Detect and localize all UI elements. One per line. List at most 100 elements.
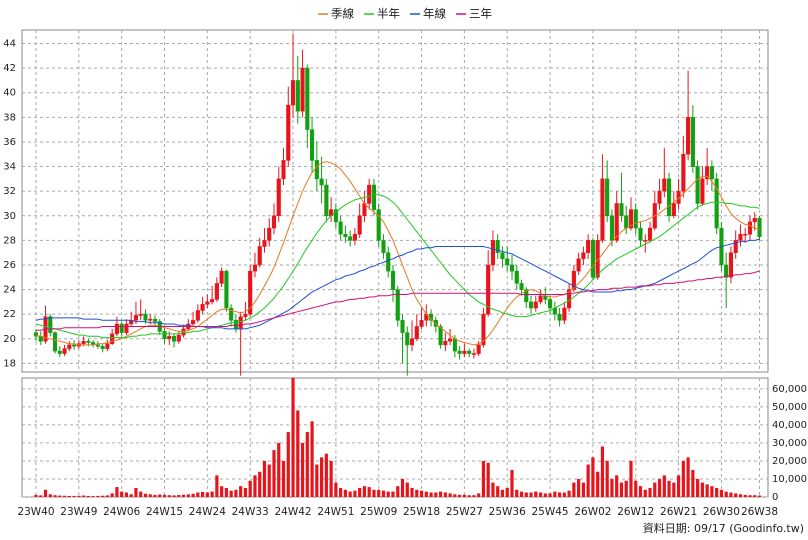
ma-line bbox=[35, 194, 760, 339]
candle-body bbox=[181, 328, 186, 336]
candle-body bbox=[467, 350, 472, 354]
footer: 資料日期: 09/17 (Goodinfo.tw) bbox=[643, 521, 804, 535]
candle-body bbox=[390, 270, 396, 290]
x-tick-label: 24W51 bbox=[317, 506, 354, 518]
candle-body bbox=[338, 221, 343, 235]
volume-bar bbox=[567, 490, 571, 497]
volume-bar bbox=[557, 492, 562, 497]
volume-bar bbox=[353, 490, 357, 497]
candle-body bbox=[643, 240, 648, 242]
x-tick-label: 24W42 bbox=[274, 506, 311, 518]
candle-body bbox=[262, 240, 267, 247]
volume-bar bbox=[538, 492, 543, 497]
volume-bar bbox=[610, 478, 614, 497]
candle-body bbox=[124, 323, 129, 333]
volume-bar bbox=[124, 492, 129, 497]
volume-bar bbox=[410, 487, 414, 497]
volume-bar bbox=[629, 460, 633, 497]
volume-bar bbox=[443, 492, 447, 497]
candle-body bbox=[405, 332, 410, 346]
volume-bar bbox=[205, 492, 209, 497]
volume-bar bbox=[72, 495, 76, 497]
candle-body bbox=[681, 154, 686, 192]
volume-bar bbox=[491, 482, 495, 497]
y-tick-label: 26 bbox=[3, 260, 16, 271]
x-tick-label: 25W45 bbox=[532, 506, 569, 518]
volume-bar bbox=[643, 489, 647, 497]
candle-body bbox=[167, 336, 172, 340]
x-tick-label: 25W09 bbox=[360, 506, 397, 518]
candle-body bbox=[67, 344, 72, 349]
candle-body bbox=[514, 270, 519, 284]
candle-body bbox=[214, 283, 219, 300]
x-tick-label: 25W27 bbox=[446, 506, 483, 518]
candle-body bbox=[162, 331, 167, 340]
y2-tick-label: 10,000 bbox=[772, 474, 807, 485]
volume-bar bbox=[462, 494, 466, 497]
y2-tick-label: 60,000 bbox=[772, 384, 807, 395]
volume-bar bbox=[143, 493, 148, 497]
volume-bar bbox=[600, 446, 605, 497]
volume-panel bbox=[21, 377, 769, 498]
candle-body bbox=[281, 160, 286, 180]
candle-body bbox=[100, 345, 105, 349]
candle-body bbox=[757, 217, 762, 237]
candle-body bbox=[571, 270, 576, 290]
candle-body bbox=[400, 320, 405, 333]
volume-bar bbox=[681, 460, 685, 497]
candle-body bbox=[367, 184, 372, 204]
candle-body bbox=[57, 350, 62, 354]
candle-body bbox=[662, 178, 667, 192]
volume-bar bbox=[581, 482, 585, 497]
candle-body bbox=[505, 258, 510, 266]
volume-bar bbox=[148, 494, 152, 497]
volume-bar bbox=[738, 494, 743, 497]
volume-bar bbox=[58, 495, 62, 497]
volume-bar bbox=[543, 493, 547, 497]
x-tick-label: 26W02 bbox=[574, 506, 611, 518]
candle-body bbox=[395, 289, 400, 321]
candle-body bbox=[686, 117, 691, 155]
candle-body bbox=[62, 348, 67, 354]
volume-bar bbox=[448, 493, 452, 497]
candle-body bbox=[695, 166, 700, 204]
y-tick-label: 32 bbox=[3, 186, 16, 197]
candle-body bbox=[133, 315, 139, 321]
volume-bar bbox=[281, 460, 286, 497]
volume-bar bbox=[34, 494, 38, 497]
candle-body bbox=[528, 301, 534, 309]
candle-body bbox=[195, 310, 200, 321]
y-tick-label: 42 bbox=[3, 63, 16, 74]
candle-body bbox=[33, 332, 39, 337]
x-tick-label: 26W38 bbox=[741, 506, 778, 518]
candle-body bbox=[348, 236, 353, 241]
candle-body bbox=[576, 258, 581, 272]
volume-bar bbox=[596, 471, 600, 497]
volume-bar bbox=[729, 492, 733, 497]
x-tick-label: 26W12 bbox=[617, 506, 654, 518]
volume-bar bbox=[310, 421, 314, 497]
volume-bar bbox=[200, 491, 205, 497]
y2-tick-label: 30,000 bbox=[772, 438, 807, 449]
candle-body bbox=[586, 240, 591, 253]
volume-bar bbox=[405, 482, 409, 497]
volume-bar bbox=[177, 495, 181, 497]
volume-bar bbox=[81, 495, 86, 497]
candle-body bbox=[709, 166, 714, 180]
volume-bar bbox=[553, 491, 557, 497]
volume-bar bbox=[748, 495, 752, 497]
volume-bar bbox=[724, 491, 728, 497]
x-tick-label: 25W36 bbox=[489, 506, 526, 518]
volume-bar bbox=[648, 487, 652, 497]
volume-bar bbox=[158, 494, 162, 497]
candle-body bbox=[310, 129, 315, 161]
candle-body bbox=[276, 178, 281, 217]
candle-body bbox=[152, 318, 158, 322]
volume-bar bbox=[715, 487, 719, 497]
candle-body bbox=[381, 240, 386, 253]
volume-bar bbox=[424, 491, 428, 497]
candle-body bbox=[557, 313, 562, 321]
y-tick-label: 24 bbox=[3, 285, 16, 296]
volume-bar bbox=[710, 486, 714, 497]
volume-bar bbox=[272, 450, 276, 497]
